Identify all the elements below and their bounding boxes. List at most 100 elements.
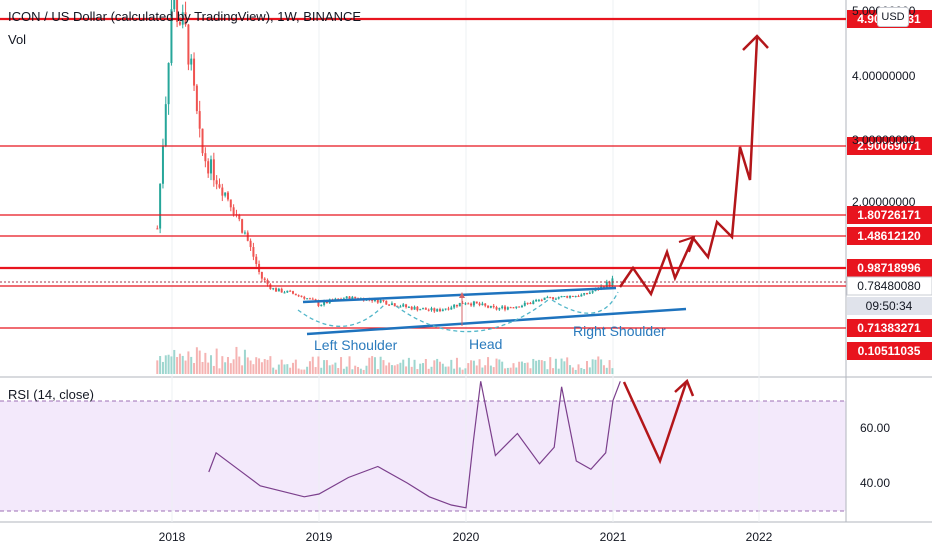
volume-bar — [585, 361, 588, 374]
volume-bar — [605, 367, 608, 374]
volume-bar — [243, 349, 246, 374]
candle-body — [269, 284, 272, 289]
candle-body — [535, 299, 538, 302]
rsi-line — [208, 381, 621, 509]
candle-body — [354, 296, 357, 299]
volume-bar — [193, 362, 196, 374]
candle-body — [286, 290, 289, 293]
candle-body — [371, 299, 374, 301]
volume-bar — [337, 368, 340, 374]
time-axis[interactable]: 2018 2019 2020 2021 2022 — [159, 530, 773, 544]
volume-bar — [385, 365, 388, 374]
volume-bar — [552, 368, 555, 374]
candle-body — [323, 300, 326, 305]
rsi-axis[interactable]: 60.00 40.00 — [860, 421, 890, 490]
candle-body — [571, 295, 574, 297]
volume-bar — [173, 349, 176, 374]
candle-body — [608, 281, 611, 286]
volume-bar — [430, 366, 433, 374]
volume-bar — [535, 360, 538, 374]
volume-bar — [317, 356, 320, 374]
volume-bar — [167, 354, 170, 374]
candle-body — [498, 308, 501, 310]
candle-body — [297, 295, 300, 297]
candle-body — [487, 305, 490, 308]
candle-body — [585, 293, 588, 295]
price-level-label: 0.78480080 — [857, 279, 921, 293]
candle-body — [291, 291, 294, 294]
volume-bar — [399, 362, 402, 374]
volume-bar — [308, 361, 311, 374]
volume-bar — [523, 362, 526, 374]
candle-body — [419, 309, 422, 311]
candle-body — [201, 128, 204, 154]
candle-body — [255, 256, 258, 264]
volume-bar — [470, 360, 473, 374]
volume-bar — [303, 369, 306, 374]
volume-bar — [557, 368, 560, 374]
candle-body — [549, 297, 552, 299]
candle-body — [512, 307, 515, 309]
candle-body — [388, 304, 391, 306]
candle-body — [210, 159, 213, 174]
volume-bar — [467, 363, 470, 374]
volume-bar — [365, 365, 368, 374]
neckline-upper — [302, 286, 617, 304]
volume-label[interactable]: Vol — [8, 32, 27, 47]
volume-bar — [529, 368, 532, 374]
candle-body — [520, 305, 523, 308]
rsi-label[interactable]: RSI (14, close) — [8, 387, 94, 402]
volume-bar — [571, 367, 574, 374]
rsi-projection-path — [622, 381, 688, 465]
candle-body — [518, 306, 521, 308]
volume-bar — [176, 357, 179, 374]
volume-bar — [433, 360, 436, 374]
candle-body — [170, 9, 173, 64]
price-axis[interactable]: 4.900000312.900690711.807261711.48612120… — [846, 4, 932, 360]
volume-bar — [492, 367, 495, 374]
volume-bar — [198, 350, 201, 374]
currency-button[interactable]: USD — [877, 7, 909, 27]
volume-bar — [373, 357, 376, 374]
volume-bar — [450, 359, 453, 374]
symbol-title[interactable]: ICON / US Dollar (calculated by TradingV… — [8, 9, 362, 24]
volume-bar — [286, 364, 289, 374]
candle-body — [501, 306, 504, 309]
volume-bar — [184, 360, 187, 374]
candle-body — [458, 302, 461, 307]
volume-bar — [249, 360, 252, 374]
candle-body — [156, 228, 159, 230]
volume-bar — [331, 364, 334, 374]
volume-bar — [594, 359, 597, 374]
price-level-label: 1.80726171 — [857, 208, 921, 222]
volume-bar — [549, 357, 552, 374]
volume-bar — [574, 369, 577, 374]
volume-bar — [181, 355, 184, 374]
right-shoulder-arc — [551, 291, 619, 314]
candle-body — [351, 296, 354, 300]
volume-bar — [611, 368, 614, 374]
time-tick-label: 2022 — [746, 530, 773, 544]
volume-bar — [156, 360, 159, 374]
candle-body — [580, 294, 583, 297]
volume-bar — [566, 357, 569, 374]
candle-body — [546, 297, 549, 299]
volume-bar — [283, 364, 286, 374]
price-tick-label: 4.00000000 — [852, 69, 916, 83]
candle-body — [478, 303, 481, 306]
candle-body — [224, 192, 227, 196]
candle-body — [413, 306, 416, 310]
volume-bar — [306, 366, 309, 374]
candle-body — [306, 298, 309, 300]
volume-bar — [269, 356, 272, 374]
volume-bar — [297, 368, 300, 374]
volume-bar — [258, 358, 261, 374]
volume-bar — [509, 367, 512, 374]
volume-bar — [520, 361, 523, 374]
volume-bar — [413, 359, 416, 374]
volume-bar — [600, 359, 603, 374]
volume-bar — [323, 360, 326, 374]
volume-bar — [393, 365, 396, 374]
price-level-tag — [847, 297, 932, 315]
